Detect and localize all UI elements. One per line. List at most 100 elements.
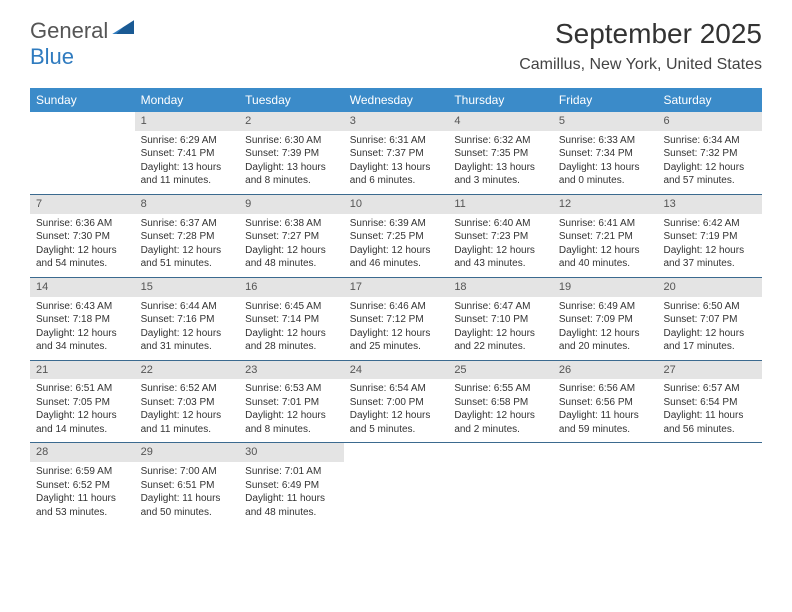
sunrise-line: Sunrise: 6:46 AM bbox=[350, 300, 443, 314]
week-row: 7Sunrise: 6:36 AMSunset: 7:30 PMDaylight… bbox=[30, 195, 762, 278]
sunset-line: Sunset: 7:21 PM bbox=[559, 230, 652, 244]
sunrise-line: Sunrise: 6:54 AM bbox=[350, 382, 443, 396]
day-number bbox=[657, 443, 762, 462]
cell-body: Sunrise: 6:50 AMSunset: 7:07 PMDaylight:… bbox=[657, 297, 762, 360]
daylight-line: Daylight: 12 hours and 40 minutes. bbox=[559, 244, 652, 271]
day-number: 21 bbox=[30, 361, 135, 380]
sunset-line: Sunset: 7:34 PM bbox=[559, 147, 652, 161]
day-number bbox=[448, 443, 553, 462]
sunset-line: Sunset: 7:39 PM bbox=[245, 147, 338, 161]
sunrise-line: Sunrise: 6:42 AM bbox=[663, 217, 756, 231]
cell-body: Sunrise: 6:41 AMSunset: 7:21 PMDaylight:… bbox=[553, 214, 658, 277]
day-number: 10 bbox=[344, 195, 449, 214]
cell-body: Sunrise: 6:56 AMSunset: 6:56 PMDaylight:… bbox=[553, 379, 658, 442]
calendar-cell: 25Sunrise: 6:55 AMSunset: 6:58 PMDayligh… bbox=[448, 361, 553, 443]
day-header: Monday bbox=[135, 88, 240, 112]
daylight-line: Daylight: 12 hours and 11 minutes. bbox=[141, 409, 234, 436]
sunrise-line: Sunrise: 6:39 AM bbox=[350, 217, 443, 231]
calendar-cell: 24Sunrise: 6:54 AMSunset: 7:00 PMDayligh… bbox=[344, 361, 449, 443]
calendar-cell: 4Sunrise: 6:32 AMSunset: 7:35 PMDaylight… bbox=[448, 112, 553, 194]
calendar-cell: 6Sunrise: 6:34 AMSunset: 7:32 PMDaylight… bbox=[657, 112, 762, 194]
calendar-cell: 5Sunrise: 6:33 AMSunset: 7:34 PMDaylight… bbox=[553, 112, 658, 194]
calendar-cell: 13Sunrise: 6:42 AMSunset: 7:19 PMDayligh… bbox=[657, 195, 762, 277]
logo-line2: Blue bbox=[30, 44, 74, 70]
calendar-cell bbox=[657, 443, 762, 525]
sunset-line: Sunset: 7:37 PM bbox=[350, 147, 443, 161]
cell-body: Sunrise: 6:36 AMSunset: 7:30 PMDaylight:… bbox=[30, 214, 135, 277]
calendar-cell bbox=[448, 443, 553, 525]
daylight-line: Daylight: 12 hours and 8 minutes. bbox=[245, 409, 338, 436]
cell-body: Sunrise: 6:37 AMSunset: 7:28 PMDaylight:… bbox=[135, 214, 240, 277]
day-number: 18 bbox=[448, 278, 553, 297]
day-number bbox=[30, 112, 135, 131]
sunset-line: Sunset: 7:23 PM bbox=[454, 230, 547, 244]
cell-body: Sunrise: 6:43 AMSunset: 7:18 PMDaylight:… bbox=[30, 297, 135, 360]
day-number: 19 bbox=[553, 278, 658, 297]
sunrise-line: Sunrise: 7:01 AM bbox=[245, 465, 338, 479]
day-number: 2 bbox=[239, 112, 344, 131]
daylight-line: Daylight: 12 hours and 2 minutes. bbox=[454, 409, 547, 436]
daylight-line: Daylight: 12 hours and 54 minutes. bbox=[36, 244, 129, 271]
sunset-line: Sunset: 7:01 PM bbox=[245, 396, 338, 410]
day-number: 16 bbox=[239, 278, 344, 297]
sunset-line: Sunset: 6:52 PM bbox=[36, 479, 129, 493]
calendar-cell: 22Sunrise: 6:52 AMSunset: 7:03 PMDayligh… bbox=[135, 361, 240, 443]
title-block: September 2025 Camillus, New York, Unite… bbox=[519, 18, 762, 74]
sunset-line: Sunset: 7:30 PM bbox=[36, 230, 129, 244]
sunset-line: Sunset: 6:49 PM bbox=[245, 479, 338, 493]
sunrise-line: Sunrise: 6:30 AM bbox=[245, 134, 338, 148]
daylight-line: Daylight: 11 hours and 50 minutes. bbox=[141, 492, 234, 519]
sunset-line: Sunset: 7:10 PM bbox=[454, 313, 547, 327]
sunrise-line: Sunrise: 6:29 AM bbox=[141, 134, 234, 148]
cell-body: Sunrise: 6:29 AMSunset: 7:41 PMDaylight:… bbox=[135, 131, 240, 194]
day-number: 8 bbox=[135, 195, 240, 214]
sunrise-line: Sunrise: 6:59 AM bbox=[36, 465, 129, 479]
day-number: 14 bbox=[30, 278, 135, 297]
daylight-line: Daylight: 12 hours and 57 minutes. bbox=[663, 161, 756, 188]
sunrise-line: Sunrise: 6:44 AM bbox=[141, 300, 234, 314]
week-row: 14Sunrise: 6:43 AMSunset: 7:18 PMDayligh… bbox=[30, 278, 762, 361]
sunset-line: Sunset: 7:19 PM bbox=[663, 230, 756, 244]
day-number: 15 bbox=[135, 278, 240, 297]
cell-body: Sunrise: 6:40 AMSunset: 7:23 PMDaylight:… bbox=[448, 214, 553, 277]
logo-word-blue: Blue bbox=[30, 44, 74, 69]
day-number: 17 bbox=[344, 278, 449, 297]
daylight-line: Daylight: 12 hours and 25 minutes. bbox=[350, 327, 443, 354]
calendar-cell: 14Sunrise: 6:43 AMSunset: 7:18 PMDayligh… bbox=[30, 278, 135, 360]
sunset-line: Sunset: 7:12 PM bbox=[350, 313, 443, 327]
calendar-cell: 10Sunrise: 6:39 AMSunset: 7:25 PMDayligh… bbox=[344, 195, 449, 277]
sunset-line: Sunset: 7:05 PM bbox=[36, 396, 129, 410]
sunset-line: Sunset: 7:41 PM bbox=[141, 147, 234, 161]
daylight-line: Daylight: 12 hours and 5 minutes. bbox=[350, 409, 443, 436]
day-number: 26 bbox=[553, 361, 658, 380]
sunrise-line: Sunrise: 6:51 AM bbox=[36, 382, 129, 396]
calendar-cell: 27Sunrise: 6:57 AMSunset: 6:54 PMDayligh… bbox=[657, 361, 762, 443]
sunset-line: Sunset: 7:25 PM bbox=[350, 230, 443, 244]
daylight-line: Daylight: 11 hours and 48 minutes. bbox=[245, 492, 338, 519]
sunrise-line: Sunrise: 6:52 AM bbox=[141, 382, 234, 396]
day-header: Tuesday bbox=[239, 88, 344, 112]
cell-body: Sunrise: 6:57 AMSunset: 6:54 PMDaylight:… bbox=[657, 379, 762, 442]
daylight-line: Daylight: 13 hours and 0 minutes. bbox=[559, 161, 652, 188]
cell-body: Sunrise: 6:52 AMSunset: 7:03 PMDaylight:… bbox=[135, 379, 240, 442]
sunset-line: Sunset: 6:51 PM bbox=[141, 479, 234, 493]
day-header: Thursday bbox=[448, 88, 553, 112]
sunrise-line: Sunrise: 6:31 AM bbox=[350, 134, 443, 148]
day-number: 13 bbox=[657, 195, 762, 214]
calendar-cell: 15Sunrise: 6:44 AMSunset: 7:16 PMDayligh… bbox=[135, 278, 240, 360]
day-number: 12 bbox=[553, 195, 658, 214]
daylight-line: Daylight: 12 hours and 20 minutes. bbox=[559, 327, 652, 354]
calendar-cell: 7Sunrise: 6:36 AMSunset: 7:30 PMDaylight… bbox=[30, 195, 135, 277]
day-number: 1 bbox=[135, 112, 240, 131]
sunrise-line: Sunrise: 6:32 AM bbox=[454, 134, 547, 148]
day-number: 5 bbox=[553, 112, 658, 131]
sunset-line: Sunset: 7:07 PM bbox=[663, 313, 756, 327]
day-header: Wednesday bbox=[344, 88, 449, 112]
daylight-line: Daylight: 12 hours and 43 minutes. bbox=[454, 244, 547, 271]
day-number: 3 bbox=[344, 112, 449, 131]
header: General September 2025 Camillus, New Yor… bbox=[0, 0, 792, 74]
cell-body: Sunrise: 6:44 AMSunset: 7:16 PMDaylight:… bbox=[135, 297, 240, 360]
location-text: Camillus, New York, United States bbox=[519, 56, 762, 74]
cell-body: Sunrise: 6:47 AMSunset: 7:10 PMDaylight:… bbox=[448, 297, 553, 360]
sunrise-line: Sunrise: 6:55 AM bbox=[454, 382, 547, 396]
